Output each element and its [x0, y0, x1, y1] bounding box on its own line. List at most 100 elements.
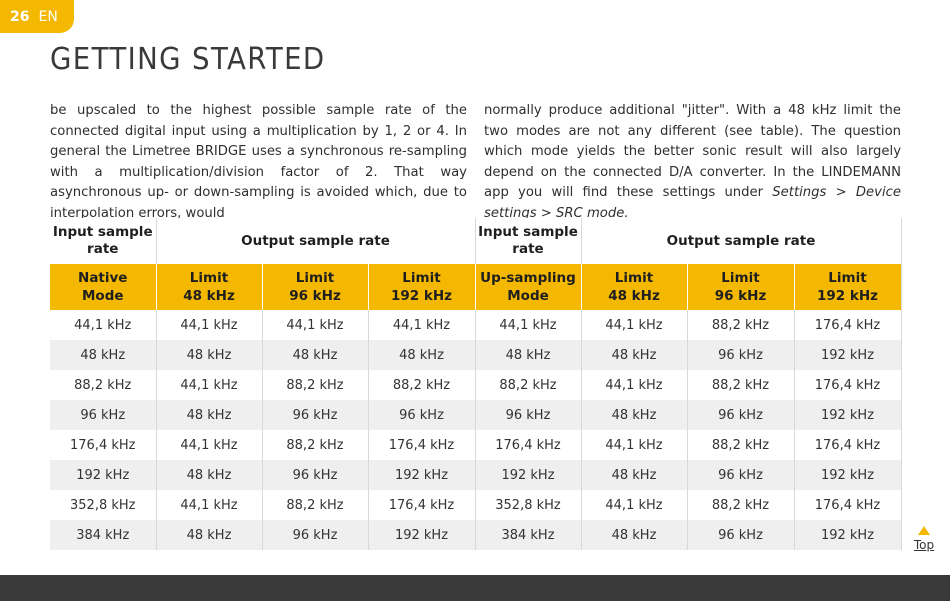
mode-header-line: Native: [78, 270, 128, 286]
table-cell: 192 kHz: [50, 460, 157, 490]
table-cell: 44,1 kHz: [475, 310, 582, 340]
mode-header-line: Limit: [721, 270, 760, 286]
body-text-right-intro: normally produce additional "jitter". Wi…: [484, 103, 901, 200]
mode-header-cell: Limit 96 kHz: [262, 264, 369, 310]
mode-header-line: 96 kHz: [289, 288, 341, 304]
table-cell: 176,4 kHz: [794, 310, 902, 340]
mode-header-line: Up-sampling: [480, 270, 576, 286]
mode-header-line: Mode: [81, 288, 124, 304]
mode-header-cell: Limit 48 kHz: [156, 264, 263, 310]
table-cell: 176,4 kHz: [368, 430, 476, 460]
mode-header-line: Limit: [828, 270, 867, 286]
table-cell: 48 kHz: [475, 340, 582, 370]
table-cell: 176,4 kHz: [475, 430, 582, 460]
table-cell: 176,4 kHz: [794, 370, 902, 400]
table-cell: 88,2 kHz: [262, 490, 369, 520]
table-cell: 44,1 kHz: [156, 310, 263, 340]
table-cell: 88,2 kHz: [687, 430, 795, 460]
mode-header-cell: Native Mode: [50, 264, 157, 310]
table-group-header-row: Input sample rate Output sample rate Inp…: [50, 218, 902, 264]
table-cell: 88,2 kHz: [687, 310, 795, 340]
input-sample-rate-header-right: Input sample rate: [475, 218, 582, 264]
mode-header-line: 48 kHz: [608, 288, 660, 304]
mode-header-cell: Up-sampling Mode: [475, 264, 582, 310]
table-cell: 96 kHz: [262, 520, 369, 550]
table-cell: 192 kHz: [794, 400, 902, 430]
table-cell: 44,1 kHz: [581, 370, 688, 400]
table-cell: 96 kHz: [687, 340, 795, 370]
table-cell: 96 kHz: [687, 460, 795, 490]
table-cell: 48 kHz: [156, 520, 263, 550]
output-sample-rate-header-right: Output sample rate: [581, 218, 902, 264]
table-row: 352,8 kHz 44,1 kHz 88,2 kHz 176,4 kHz 352,8 …: [50, 490, 902, 520]
mode-header-line: Limit: [189, 270, 229, 286]
table-cell: 176,4 kHz: [794, 490, 902, 520]
table-row: 176,4 kHz 44,1 kHz 88,2 kHz 176,4 kHz 176,4 …: [50, 430, 902, 460]
table-cell: 48 kHz: [581, 340, 688, 370]
settings-path: Settings > Device settings > SRC mode.: [484, 185, 901, 221]
mode-header-cell: Limit 48 kHz: [581, 264, 688, 310]
table-cell: 192 kHz: [368, 520, 476, 550]
table-cell: 352,8 kHz: [50, 490, 157, 520]
table-cell: 44,1 kHz: [156, 490, 263, 520]
mode-header-line: Limit: [295, 270, 335, 286]
table-cell: 176,4 kHz: [368, 490, 476, 520]
table-row: 44,1 kHz 44,1 kHz 44,1 kHz 44,1 kHz 44,1 kHz…: [50, 310, 902, 340]
table-cell: 48 kHz: [156, 340, 263, 370]
table-cell: 44,1 kHz: [50, 310, 157, 340]
table-cell: 176,4 kHz: [794, 430, 902, 460]
table-cell: 48 kHz: [262, 340, 369, 370]
table-cell: 88,2 kHz: [262, 430, 369, 460]
table-cell: 44,1 kHz: [368, 310, 476, 340]
table-cell: 384 kHz: [475, 520, 582, 550]
mode-header-line: Limit: [614, 270, 654, 286]
table-cell: 44,1 kHz: [262, 310, 369, 340]
table-cell: 192 kHz: [794, 340, 902, 370]
table-cell: 44,1 kHz: [156, 430, 263, 460]
mode-header-line: 192 kHz: [816, 288, 878, 304]
table-cell: 192 kHz: [794, 460, 902, 490]
table-cell: 44,1 kHz: [581, 430, 688, 460]
mode-header-line: Limit: [402, 270, 441, 286]
table-cell: 176,4 kHz: [50, 430, 157, 460]
back-to-top-link[interactable]: Top: [910, 526, 938, 552]
table-cell: 48 kHz: [50, 340, 157, 370]
mode-header-line: 96 kHz: [714, 288, 767, 304]
sample-rate-table: Input sample rate Output sample rate Inp…: [50, 218, 902, 550]
table-cell: 384 kHz: [50, 520, 157, 550]
output-sample-rate-header-left: Output sample rate: [156, 218, 476, 264]
table-cell: 96 kHz: [687, 400, 795, 430]
table-row: 48 kHz 48 kHz 48 kHz 48 kHz 48 kHz 48 kHz 96 k…: [50, 340, 902, 370]
mode-header-line: Mode: [507, 288, 549, 304]
table-cell: 44,1 kHz: [581, 490, 688, 520]
table-cell: 352,8 kHz: [475, 490, 582, 520]
table-cell: 88,2 kHz: [687, 490, 795, 520]
top-label: Top: [913, 538, 935, 552]
table-cell: 96 kHz: [475, 400, 582, 430]
mode-header-cell: Limit 96 kHz: [687, 264, 795, 310]
table-cell: 44,1 kHz: [156, 370, 263, 400]
table-cell: 48 kHz: [156, 400, 263, 430]
table-cell: 88,2 kHz: [687, 370, 795, 400]
mode-header-cell: Limit 192 kHz: [794, 264, 902, 310]
table-cell: 88,2 kHz: [475, 370, 582, 400]
input-sample-rate-header-left: Input sample rate: [50, 218, 157, 264]
table-cell: 48 kHz: [156, 460, 263, 490]
table-cell: 96 kHz: [262, 460, 369, 490]
footer-bar: [0, 575, 950, 601]
page-title: GETTING STARTED: [50, 42, 326, 77]
table-row: 384 kHz 48 kHz 96 kHz 192 kHz 384 kHz 48 kHz 9…: [50, 520, 902, 550]
table-cell: 44,1 kHz: [581, 310, 688, 340]
mode-header-cell: Limit 192 kHz: [368, 264, 476, 310]
table-cell: 48 kHz: [581, 400, 688, 430]
body-text-right: normally produce additional "jitter". Wi…: [484, 101, 901, 224]
table-row: 88,2 kHz 44,1 kHz 88,2 kHz 88,2 kHz 88,2 kHz…: [50, 370, 902, 400]
mode-header-line: 192 kHz: [390, 288, 452, 304]
table-cell: 96 kHz: [687, 520, 795, 550]
table-row: 192 kHz 48 kHz 96 kHz 192 kHz 192 kHz 48 kHz 9…: [50, 460, 902, 490]
table-cell: 96 kHz: [262, 400, 369, 430]
table-cell: 192 kHz: [475, 460, 582, 490]
page-number: 26: [10, 8, 30, 25]
table-cell: 88,2 kHz: [50, 370, 157, 400]
table-mode-header-row: Native Mode Limit 48 kHz Limit 96 kHz Limit 192…: [50, 264, 902, 310]
